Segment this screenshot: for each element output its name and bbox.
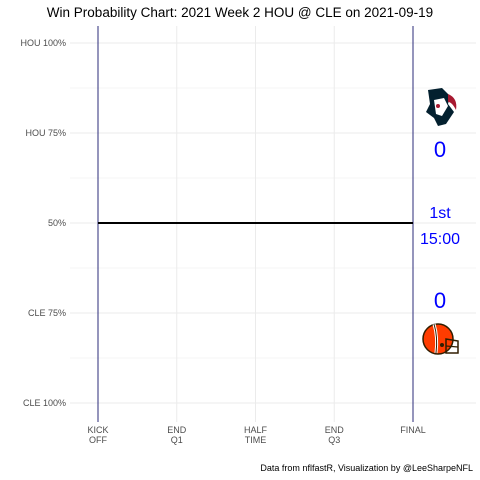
x-tick-label: FINAL [400,425,426,435]
away-score: 0 [434,137,446,162]
y-tick-label: CLE 100% [23,398,66,408]
x-tick-label: END Q1 [167,425,187,445]
y-tick-label: HOU 100% [20,38,66,48]
chart-title: Win Probability Chart: 2021 Week 2 HOU @… [46,5,434,20]
x-tick-label: END Q3 [325,425,345,445]
x-tick-label: KICK OFF [87,425,108,445]
caption: Data from nflfastR, Visualization by @Le… [260,463,473,473]
y-axis-labels: HOU 100% HOU 75% 50% CLE 75% CLE 100% [20,38,66,408]
y-tick-label: 50% [48,218,66,228]
x-axis-labels: KICK OFF END Q1 HALF TIME END Q3 FINAL [87,425,425,445]
x-tick-label: HALF TIME [244,425,268,445]
game-clock-time: 15:00 [420,231,460,248]
y-tick-label: HOU 75% [25,128,66,138]
browns-logo-icon [422,323,459,355]
texans-logo-icon [426,88,457,126]
y-tick-label: CLE 75% [28,308,66,318]
quarter-label: 1st [429,205,451,222]
home-score: 0 [434,288,446,313]
